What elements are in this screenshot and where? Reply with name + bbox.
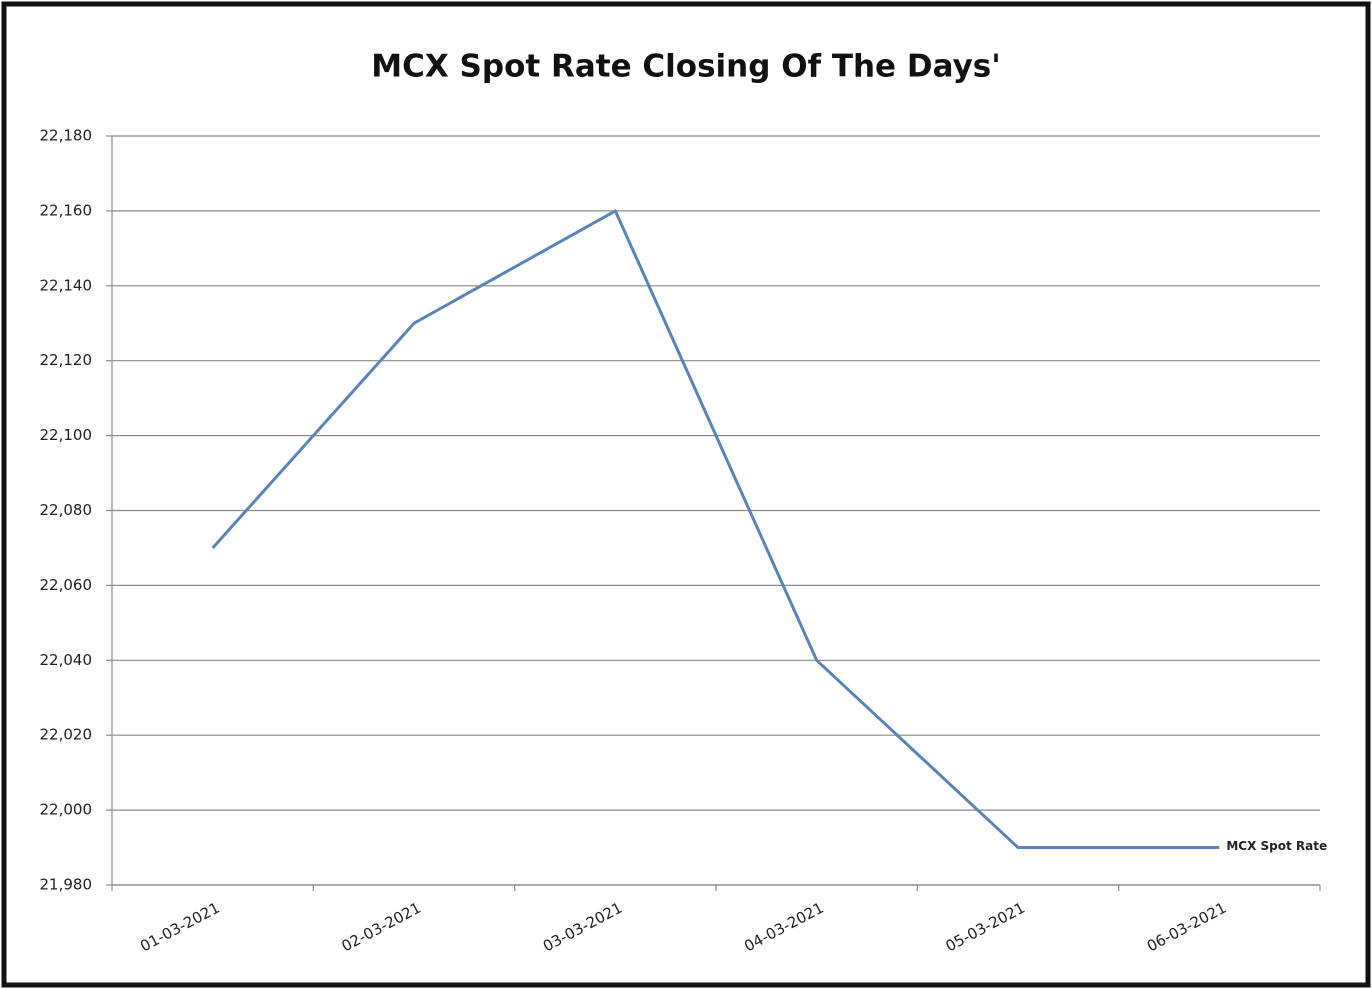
y-tick-label: 22,040 xyxy=(40,651,93,669)
y-tick-label: 22,100 xyxy=(40,426,93,444)
y-tick-label: 22,120 xyxy=(40,351,93,369)
y-tick-label: 22,000 xyxy=(40,801,93,819)
y-tick-label: 22,140 xyxy=(40,276,93,294)
y-tick-label: 22,020 xyxy=(40,726,93,744)
chart-title: MCX Spot Rate Closing Of The Days' xyxy=(371,49,1000,85)
y-tick-label: 22,060 xyxy=(40,576,93,594)
y-tick-label: 22,180 xyxy=(40,127,93,145)
series-line xyxy=(211,209,1220,850)
y-tick-label: 22,160 xyxy=(40,201,93,219)
y-tick-label: 21,980 xyxy=(40,876,93,894)
series-label: MCX Spot Rate xyxy=(1226,839,1327,853)
y-tick-label: 22,080 xyxy=(40,501,93,519)
